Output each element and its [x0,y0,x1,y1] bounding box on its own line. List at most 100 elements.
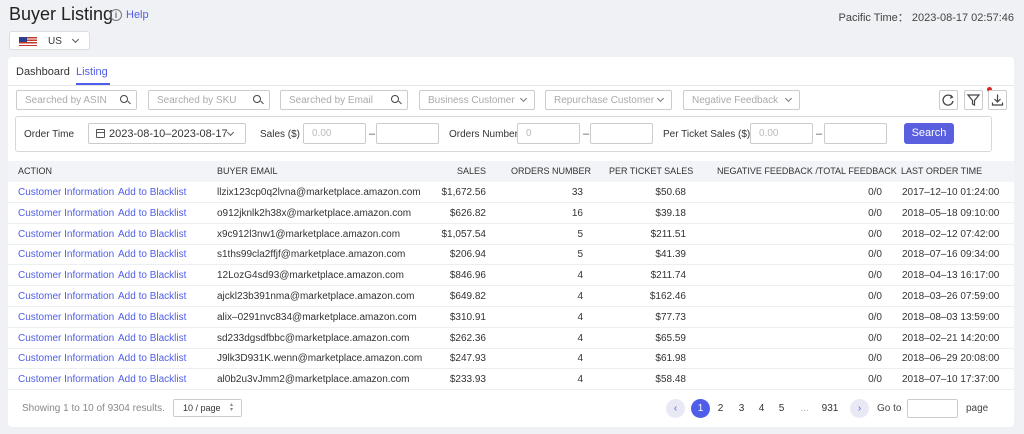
orders-number-label: Orders Number [449,129,518,140]
table-row: Customer Information Add to Blacklist s1th… [8,244,1014,266]
sales-cell: $1,057.54 [441,228,487,240]
tab-listing[interactable]: Listing [76,66,108,78]
customer-information-link[interactable]: Customer Information [18,270,115,282]
per-ticket-sales-cell: $50.68 [655,187,686,198]
add-to-blacklist-link[interactable]: Add to Blacklist [118,187,187,198]
filter-button[interactable] [964,90,983,110]
country-selector[interactable]: US [9,31,90,50]
per-ticket-sales-cell: $61.98 [655,353,686,365]
last-order-time-cell: 2018–03–26 07:59:00 [902,291,1000,302]
next-page-button[interactable]: › [850,399,869,418]
page-3[interactable]: 3 [738,403,745,414]
main-card: Dashboard Listing Searched by ASIN Searc… [8,57,1014,427]
add-to-blacklist-link[interactable]: Add to Blacklist [118,207,187,219]
last-order-time-cell: 2018–07–16 09:34:00 [902,249,1000,261]
orders-min-input[interactable]: 0 [517,123,580,144]
page-size-value: 10 / page [183,403,221,413]
table-row: Customer Information Add to Blacklist o912… [8,203,1014,224]
add-to-blacklist-link[interactable]: Add to Blacklist [118,374,187,386]
sales-cell: $846.96 [449,270,486,282]
customer-information-link[interactable]: Customer Information [18,374,115,386]
page-size-select[interactable]: 10 / page ▴ ▾ [173,399,242,417]
customer-information-link[interactable]: Customer Information [18,353,115,365]
prev-page-button[interactable]: ‹ [666,399,685,418]
goto-label: Go to [877,403,902,414]
customer-information-link[interactable]: Customer Information [18,332,115,344]
customer-information-link[interactable]: Customer Information [18,249,115,261]
table-row: Customer Information Add to Blacklist llzi… [8,182,1014,203]
add-to-blacklist-link[interactable]: Add to Blacklist [118,228,187,240]
customer-information-link[interactable]: Customer Information [18,228,115,240]
page-1[interactable]: 1 [691,399,710,418]
feedback-cell: 0/0 [868,187,882,198]
add-to-blacklist-link[interactable]: Add to Blacklist [118,291,187,302]
goto-page-input[interactable] [907,399,958,418]
add-to-blacklist-link[interactable]: Add to Blacklist [118,249,187,261]
add-to-blacklist-link[interactable]: Add to Blacklist [118,270,187,282]
us-flag-icon [19,37,37,46]
refresh-button[interactable] [939,90,958,110]
add-to-blacklist-link[interactable]: Add to Blacklist [118,353,187,365]
per-ticket-sales-cell: $41.39 [655,249,686,261]
page-4[interactable]: 4 [758,403,765,414]
page-2[interactable]: 2 [717,403,724,414]
sales-cell: $233.93 [449,374,486,386]
chevron-down-icon [71,35,80,44]
download-button[interactable] [988,90,1007,110]
buyer-email-cell: s1ths99cla2ffjf@marketplace.amazon.com [217,249,406,261]
column-header-per-ticket-sales: PER TICKET SALES [609,166,694,176]
negative-feedback-label: Negative Feedback [692,95,779,106]
page-5[interactable]: 5 [778,403,785,414]
sales-cell: $262.36 [449,332,486,344]
repurchase-customer-select[interactable]: Repurchase Customer [545,90,672,110]
sales-min-input[interactable]: 0.00 [303,123,366,144]
business-customer-label: Business Customer [428,95,515,106]
tab-divider [8,85,1014,86]
feedback-cell: 0/0 [868,291,882,302]
negative-feedback-select[interactable]: Negative Feedback [683,90,800,110]
add-to-blacklist-link[interactable]: Add to Blacklist [118,332,187,344]
orders-max-input[interactable] [590,123,653,144]
search-button[interactable]: Search [904,123,954,144]
add-to-blacklist-link[interactable]: Add to Blacklist [118,311,187,323]
buyer-email-cell: 12LozG4sd93@marketplace.amazon.com [217,270,404,282]
tab-dashboard[interactable]: Dashboard [16,66,70,78]
search-icon[interactable] [120,95,128,103]
sku-search-input[interactable]: Searched by SKU [148,90,270,110]
table-row: Customer Information Add to Blacklist ajck… [8,286,1014,307]
customer-information-link[interactable]: Customer Information [18,291,115,302]
business-customer-select[interactable]: Business Customer [419,90,535,110]
search-icon[interactable] [253,95,261,103]
last-order-time-cell: 2018–02–21 14:20:00 [902,332,1000,344]
search-icon[interactable] [391,95,399,103]
customer-information-link[interactable]: Customer Information [18,187,115,198]
customer-information-link[interactable]: Customer Information [18,207,115,219]
help-link[interactable]: Help [126,9,149,21]
buyer-email-cell: o912jknlk2h38x@marketplace.amazon.com [217,207,412,219]
sales-label: Sales ($) [260,129,301,140]
per-ticket-sales-cell: $77.73 [655,311,686,323]
feedback-cell: 0/0 [868,249,882,261]
asin-search-input[interactable]: Searched by ASIN [16,90,137,110]
feedback-cell: 0/0 [868,270,882,282]
sales-max-input[interactable] [376,123,439,144]
chevron-down-icon [226,128,235,137]
customer-information-link[interactable]: Customer Information [18,311,115,323]
feedback-cell: 0/0 [868,353,882,365]
sales-cell: $310.91 [449,311,486,323]
sales-cell: $206.94 [449,249,486,261]
email-search-input[interactable]: Searched by Email [280,90,408,110]
orders-number-cell: 4 [577,332,583,344]
date-range-picker[interactable]: 2023-08-10–2023-08-17 [88,123,246,144]
orders-number-cell: 5 [577,249,583,261]
page-ellipsis: ... [800,403,809,414]
per-ticket-min-input[interactable]: 0.00 [750,123,813,144]
info-icon[interactable]: i [110,9,122,21]
buyer-email-cell: alix–0291nvc834@marketplace.amazon.com [217,311,417,323]
page-931[interactable]: 931 [821,403,839,414]
per-ticket-sales-cell: $211.74 [650,270,686,282]
per-ticket-max-input[interactable] [824,123,887,144]
column-header-action: ACTION [18,166,53,176]
orders-number-cell: 4 [577,311,583,323]
column-header-feedback: NEGATIVE FEEDBACK /TOTAL FEEDBACK [717,166,897,176]
